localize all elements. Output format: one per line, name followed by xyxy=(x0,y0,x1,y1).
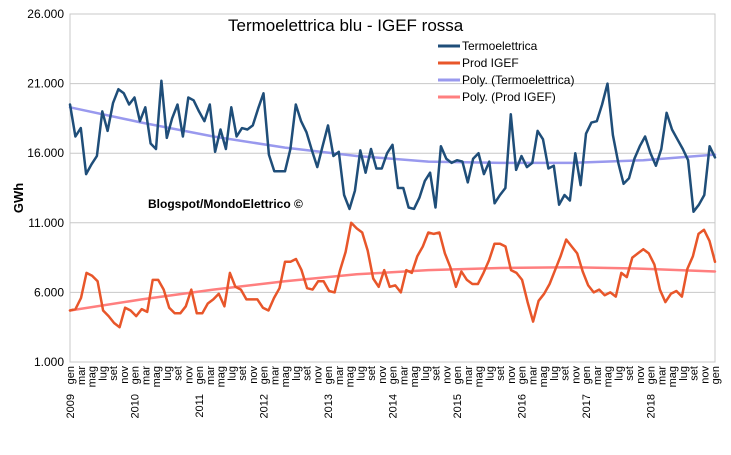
x-tick-label-28: mag xyxy=(216,366,228,387)
x-tick-label-58: nov xyxy=(377,366,389,384)
y-tick-label-2: 11.000 xyxy=(28,216,64,230)
x-tick-label-38: mar xyxy=(269,366,281,385)
x-tick-year-7: 2016 xyxy=(517,394,529,418)
x-tick-label-20: set xyxy=(173,366,185,381)
y-tick-label-5: 26.000 xyxy=(27,7,64,21)
series-line-1 xyxy=(68,221,717,329)
x-axis-ticks: gen2009marmaglugsetnovgen2010marmaglugse… xyxy=(65,366,722,419)
x-tick-label-98: mar xyxy=(592,366,604,385)
x-tick-label-74: mar xyxy=(463,366,475,385)
x-tick-label-88: mag xyxy=(538,366,550,387)
x-tick-label-44: set xyxy=(302,366,314,381)
x-tick-label-12: gen xyxy=(130,366,142,384)
x-tick-label-36: gen xyxy=(259,366,271,384)
x-tick-label-100: mag xyxy=(603,366,615,387)
x-tick-label-46: nov xyxy=(312,366,324,384)
x-tick-year-6: 2015 xyxy=(452,394,464,418)
x-tick-label-104: set xyxy=(624,366,636,381)
y-axis-label: GWh xyxy=(11,183,26,213)
x-tick-label-120: gen xyxy=(710,366,722,384)
legend: Termoelettrica Prod IGEF Poly. (Termoele… xyxy=(438,39,574,104)
x-tick-label-114: lug xyxy=(678,366,690,381)
x-tick-year-3: 2012 xyxy=(259,394,271,418)
x-tick-label-102: lug xyxy=(613,366,625,381)
x-tick-label-32: set xyxy=(237,366,249,381)
y-axis-ticks: 1.000 6.000 11.000 16.000 21.000 26.000 xyxy=(27,7,64,369)
x-tick-label-14: mar xyxy=(140,366,152,385)
x-tick-label-42: lug xyxy=(291,366,303,381)
x-tick-label-108: gen xyxy=(646,366,658,384)
x-tick-label-2: mar xyxy=(76,366,88,385)
x-tick-label-86: mar xyxy=(527,366,539,385)
x-tick-label-106: nov xyxy=(635,366,647,384)
y-tick-label-0: 1.000 xyxy=(34,355,64,369)
x-tick-label-70: nov xyxy=(441,366,453,384)
series-line-2 xyxy=(68,106,717,165)
x-tick-label-90: lug xyxy=(549,366,561,381)
x-tick-label-112: mag xyxy=(667,366,679,387)
x-tick-year-2: 2011 xyxy=(194,394,206,418)
plot-area-border xyxy=(69,13,716,363)
x-tick-label-72: gen xyxy=(452,366,464,384)
x-tick-label-52: mag xyxy=(345,366,357,387)
chart-title: Termoelettrica blu - IGEF rossa xyxy=(228,16,464,35)
x-tick-label-66: lug xyxy=(420,366,432,381)
legend-label-termoelettrica: Termoelettrica xyxy=(462,39,538,53)
legend-label-poly-prod-igef: Poly. (Prod IGEF) xyxy=(462,90,556,104)
x-tick-label-10: nov xyxy=(119,366,131,384)
x-tick-label-30: lug xyxy=(226,366,238,381)
x-tick-label-118: nov xyxy=(699,366,711,384)
x-tick-label-76: mag xyxy=(474,366,486,387)
x-tick-label-8: set xyxy=(108,366,120,381)
x-tick-year-0: 2009 xyxy=(65,394,77,418)
x-tick-label-40: mag xyxy=(280,366,292,387)
x-tick-label-94: nov xyxy=(570,366,582,384)
y-tick-label-4: 21.000 xyxy=(27,77,64,91)
x-tick-year-8: 2017 xyxy=(581,394,593,418)
x-tick-label-18: lug xyxy=(162,366,174,381)
x-tick-label-92: set xyxy=(560,366,572,381)
x-tick-label-82: nov xyxy=(506,366,518,384)
x-tick-label-24: gen xyxy=(194,366,206,384)
x-tick-label-80: set xyxy=(495,366,507,381)
x-tick-label-4: mag xyxy=(87,366,99,387)
x-tick-label-110: mar xyxy=(656,366,668,385)
legend-label-poly-termoelettrica: Poly. (Termoelettrica) xyxy=(462,73,574,87)
x-tick-label-62: mar xyxy=(398,366,410,385)
x-tick-label-116: set xyxy=(689,366,701,381)
x-tick-label-22: nov xyxy=(183,366,195,384)
x-tick-year-5: 2014 xyxy=(388,394,400,418)
x-tick-label-96: gen xyxy=(581,366,593,384)
x-tick-year-4: 2013 xyxy=(323,394,335,418)
x-tick-year-9: 2018 xyxy=(646,394,658,418)
x-tick-label-84: gen xyxy=(517,366,529,384)
x-tick-label-68: set xyxy=(431,366,443,381)
x-tick-label-34: nov xyxy=(248,366,260,384)
x-tick-label-50: mar xyxy=(334,366,346,385)
series-line-3 xyxy=(68,266,717,312)
x-tick-year-1: 2010 xyxy=(130,394,142,418)
x-tick-label-26: mar xyxy=(205,366,217,385)
x-tick-label-78: lug xyxy=(484,366,496,381)
x-tick-label-54: lug xyxy=(355,366,367,381)
x-tick-label-6: lug xyxy=(97,366,109,381)
legend-label-prod-igef: Prod IGEF xyxy=(462,56,519,70)
x-tick-label-16: mag xyxy=(151,366,163,387)
series-layer xyxy=(68,79,717,329)
x-tick-label-0: gen xyxy=(65,366,77,384)
x-tick-label-60: gen xyxy=(388,366,400,384)
series-line-0 xyxy=(68,79,717,213)
x-tick-label-48: gen xyxy=(323,366,335,384)
x-tick-label-56: set xyxy=(366,366,378,381)
x-tick-label-64: mag xyxy=(409,366,421,387)
y-tick-label-1: 6.000 xyxy=(34,285,64,299)
y-tick-label-3: 16.000 xyxy=(27,146,64,160)
gridlines xyxy=(70,13,715,363)
watermark-annotation: Blogspot/MondoElettrico © xyxy=(148,197,303,211)
